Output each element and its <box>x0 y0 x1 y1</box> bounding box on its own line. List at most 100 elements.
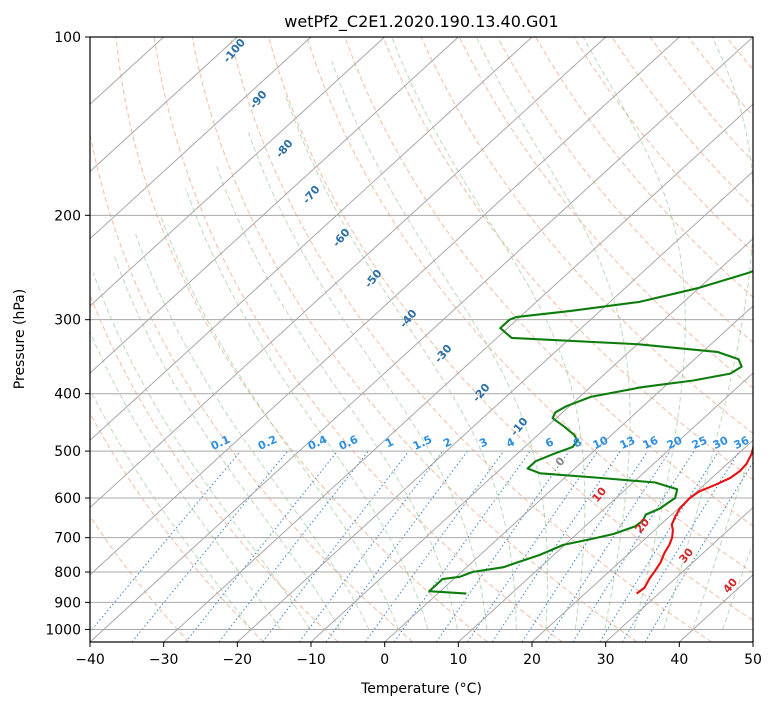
mixing-ratio-label: 3 <box>477 435 489 450</box>
x-axis-ticks: −40 −30 −20 −10 0 10 20 30 40 50 <box>75 642 762 668</box>
mixing-ratio-label: 30 <box>711 434 731 452</box>
mixing-ratio-line <box>90 450 242 633</box>
mixing-ratio-line <box>491 450 621 642</box>
mixing-ratio-label: 10 <box>591 434 611 452</box>
moist-adiabat <box>284 94 517 630</box>
moist-adiabat <box>90 388 252 630</box>
mixing-ratio-line <box>298 450 444 642</box>
mixing-ratio-label: 1.5 <box>411 433 434 453</box>
dry-adiabat-label: -70 <box>300 183 323 207</box>
moist-adiabat <box>185 188 429 630</box>
dry-adiabat-label: -100 <box>220 36 248 66</box>
moist-adiabat <box>160 215 399 630</box>
dry-adiabat <box>90 515 190 642</box>
moist-adiabat <box>90 330 282 630</box>
dry-adiabat-label: -10 <box>508 415 531 439</box>
y-tick-label: 900 <box>54 595 81 611</box>
mixing-ratio-line <box>364 450 505 642</box>
mixing-ratio-line <box>572 450 695 642</box>
dry-adiabat <box>306 37 753 574</box>
mixing-ratio-label: 2 <box>441 435 453 450</box>
mixing-ratio-label: 0.1 <box>209 433 232 453</box>
isotherm-line <box>90 37 607 509</box>
dry-adiabat <box>191 37 638 642</box>
y-tick-label: 100 <box>54 30 81 46</box>
mixing-ratio-line <box>325 450 468 642</box>
isotherm-line <box>531 439 753 642</box>
grid <box>90 37 753 642</box>
dry-adiabat <box>268 37 753 622</box>
dry-adiabat-label: -20 <box>470 381 493 405</box>
mixing-ratio-label: 20 <box>665 434 685 452</box>
mixing-ratio-line <box>185 450 338 642</box>
x-tick-label: −40 <box>75 652 105 668</box>
moist-adiabat <box>135 233 370 630</box>
dry-adiabat-label: 0 <box>553 454 568 468</box>
dry-adiabat-label: -30 <box>432 342 455 366</box>
y-tick-label: 500 <box>54 444 81 460</box>
dry-adiabat-label: 40 <box>720 575 740 595</box>
series-layer <box>428 269 753 595</box>
isotherm-line <box>90 37 533 442</box>
dewpoint-line <box>428 269 753 595</box>
isotherm-line <box>384 305 753 642</box>
dry-adiabat-label: -90 <box>247 88 270 112</box>
x-tick-label: −10 <box>296 652 326 668</box>
temperature-line <box>635 443 753 595</box>
mixing-ratio-line <box>131 450 288 642</box>
mixing-ratio-label: 1 <box>383 435 395 450</box>
isotherm-line <box>752 641 753 642</box>
moist-adiabat <box>391 37 586 630</box>
dry-adiabat <box>535 37 753 298</box>
isotherm-line <box>310 237 753 642</box>
mixing-ratio-line <box>521 450 649 642</box>
mixing-ratio-label: 0.2 <box>256 433 279 453</box>
mixing-ratio-label: 36 <box>732 434 752 452</box>
dry-adiabat <box>229 37 712 642</box>
isotherm-line <box>163 103 753 642</box>
dry-adiabat-label: -40 <box>397 307 420 331</box>
dry-adiabat-label: -60 <box>330 226 353 250</box>
dry-adiabat-label: 20 <box>632 515 652 535</box>
dry-adiabat-label: 10 <box>589 484 609 504</box>
y-tick-label: 600 <box>54 491 81 507</box>
moist-adiabat <box>663 37 753 630</box>
dry-adiabat-label: -50 <box>362 267 385 291</box>
isotherm-line <box>90 37 312 240</box>
dry-adiabat <box>765 37 775 642</box>
plot-frame <box>89 36 754 643</box>
y-axis-label: Pressure (hPa) <box>12 289 28 389</box>
dry-adiabat-label: -80 <box>273 137 296 161</box>
mixing-ratio-label: 0.4 <box>306 433 329 453</box>
x-tick-label: −20 <box>223 652 253 668</box>
mixing-ratio-line <box>545 450 671 642</box>
y-axis-ticks: 100 200 300 400 500 600 700 800 900 1000 <box>45 30 90 638</box>
y-tick-label: 800 <box>54 565 81 581</box>
moist-adiabat <box>92 272 311 630</box>
isotherm-line <box>90 37 459 374</box>
y-tick-label: 700 <box>54 531 81 547</box>
y-tick-label: 300 <box>54 313 81 329</box>
x-tick-label: 30 <box>597 652 615 668</box>
mixing-ratio-label: 13 <box>618 434 637 452</box>
x-tick-label: 50 <box>744 652 762 668</box>
moist-adiabat <box>114 256 340 630</box>
dry-adiabat <box>649 37 753 163</box>
x-axis-label: Temperature (°C) <box>360 681 482 697</box>
dry-adiabat <box>90 131 414 642</box>
y-tick-label: 400 <box>54 387 81 403</box>
y-tick-label: 1000 <box>45 622 81 638</box>
isotherm-line <box>90 37 238 173</box>
chart-title: wetPf2_C2E1.2020.190.13.40.G01 <box>284 12 558 32</box>
mixing-ratio-label: 16 <box>641 434 661 452</box>
dry-adiabat <box>420 37 753 435</box>
mixing-ratio-line <box>435 450 570 642</box>
x-tick-label: −30 <box>149 652 179 668</box>
background-lines <box>90 37 775 642</box>
x-tick-label: 20 <box>523 652 541 668</box>
y-tick-label: 200 <box>54 208 81 224</box>
mixing-ratio-label: 0.6 <box>337 433 360 453</box>
isotherm-line <box>90 37 753 642</box>
